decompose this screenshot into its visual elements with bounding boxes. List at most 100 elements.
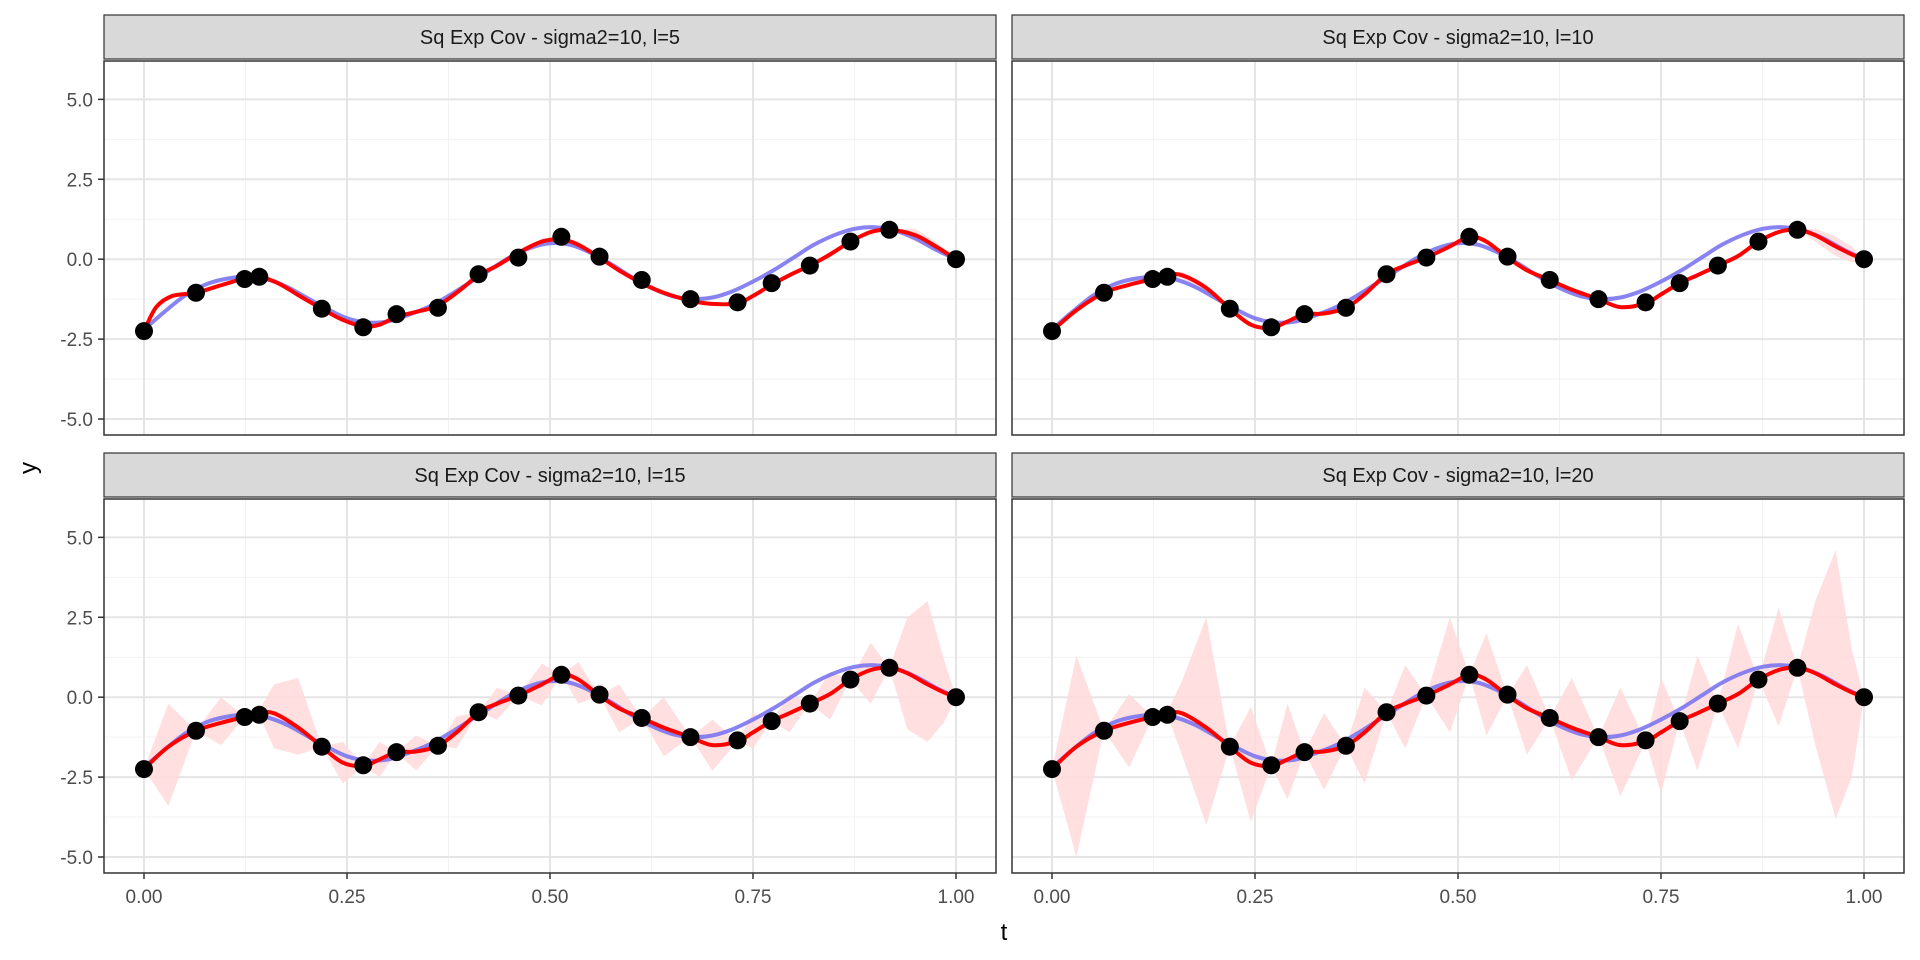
observation-point — [1336, 298, 1355, 317]
facet-strip — [1011, 452, 1905, 498]
observation-point — [947, 250, 965, 269]
observation-point — [387, 305, 406, 324]
observation-point — [632, 708, 651, 727]
observation-point — [135, 322, 153, 341]
observation-point — [1262, 756, 1281, 775]
observation-point — [186, 283, 205, 302]
observation-point — [1708, 694, 1727, 713]
panel-1: Sq Exp Cov - sigma2=10, l=5 -5.0 -2.5 0.0 2.… — [60, 14, 997, 436]
observation-point — [1855, 250, 1873, 269]
x-tick-label: 0.00 — [1034, 887, 1071, 908]
panel-4: Sq Exp Cov - sigma2=10, l=20 0.00 0.25 0.50… — [1011, 452, 1905, 908]
observation-point — [1417, 248, 1436, 267]
observation-point — [800, 694, 819, 713]
observation-point — [1855, 688, 1873, 707]
observation-point — [1295, 743, 1314, 762]
observation-point — [1708, 256, 1727, 275]
observation-point — [1158, 705, 1177, 724]
observation-point — [552, 227, 571, 246]
observation-point — [841, 232, 860, 251]
facet-title: Sq Exp Cov - sigma2=10, l=20 — [1322, 465, 1593, 487]
observation-point — [469, 265, 488, 284]
observation-point — [428, 298, 447, 317]
x-axis-title: t — [1001, 919, 1008, 946]
observation-point — [428, 736, 447, 755]
observation-point — [250, 705, 269, 724]
panel-border — [1011, 60, 1905, 436]
observation-point — [250, 267, 269, 286]
facet-title: Sq Exp Cov - sigma2=10, l=5 — [420, 27, 680, 49]
x-tick-label: 0.75 — [735, 887, 772, 908]
observation-point — [762, 274, 781, 293]
observation-point — [1094, 283, 1113, 302]
observation-point — [1295, 305, 1314, 324]
observation-point — [880, 220, 899, 239]
y-tick-label: 0.0 — [67, 250, 93, 271]
observation-point — [1094, 721, 1113, 740]
observation-point — [1670, 274, 1689, 293]
observation-point — [1589, 728, 1608, 747]
x-tick-label: 0.75 — [1643, 887, 1680, 908]
observation-point — [1749, 232, 1768, 251]
y-tick-label: -5.0 — [60, 848, 93, 869]
observation-point — [681, 728, 700, 747]
facet-title: Sq Exp Cov - sigma2=10, l=10 — [1322, 27, 1593, 49]
observation-point — [1788, 220, 1807, 239]
observation-point — [1670, 712, 1689, 731]
panel-border — [103, 60, 997, 436]
y-tick-label: 2.5 — [67, 170, 93, 191]
x-tick-label: 1.00 — [1846, 887, 1883, 908]
observation-point — [590, 247, 609, 266]
observation-point — [632, 270, 651, 289]
x-tick-label: 0.50 — [532, 887, 569, 908]
uncertainty-band — [1052, 550, 1864, 857]
observation-point — [1540, 270, 1559, 289]
observation-point — [728, 293, 747, 312]
observation-point — [1589, 290, 1608, 309]
observation-point — [1417, 686, 1436, 705]
panel-2: Sq Exp Cov - sigma2=10, l=10 — [1011, 14, 1905, 436]
observation-point — [1498, 247, 1517, 266]
observation-point — [947, 688, 965, 707]
observation-point — [762, 712, 781, 731]
facet-title: Sq Exp Cov - sigma2=10, l=15 — [414, 465, 685, 487]
observation-point — [1749, 670, 1768, 689]
observation-point — [1636, 293, 1655, 312]
observation-point — [1158, 267, 1177, 286]
observation-point — [1262, 318, 1281, 337]
observation-point — [1043, 760, 1061, 779]
observation-point — [186, 721, 205, 740]
y-tick-label: -2.5 — [60, 768, 93, 789]
y-tick-label: 0.0 — [67, 688, 93, 709]
facet-strip — [1011, 14, 1905, 60]
observation-point — [235, 270, 254, 289]
x-tick-label: 0.00 — [126, 887, 163, 908]
observation-point — [354, 756, 373, 775]
observation-point — [1377, 265, 1396, 284]
observation-point — [1377, 703, 1396, 722]
observation-point — [590, 685, 609, 704]
facet-strip — [103, 452, 997, 498]
y-tick-label: -2.5 — [60, 330, 93, 351]
observation-point — [1540, 708, 1559, 727]
panel-3: Sq Exp Cov - sigma2=10, l=15 -5.0 -2.5 0.0 2… — [60, 452, 997, 908]
x-tick-label: 0.25 — [1237, 887, 1274, 908]
observation-point — [841, 670, 860, 689]
observation-point — [387, 743, 406, 762]
facet-strip — [103, 14, 997, 60]
observation-point — [1460, 227, 1479, 246]
observation-point — [354, 318, 373, 337]
observation-point — [1220, 299, 1239, 318]
observation-point — [135, 760, 153, 779]
observation-point — [1460, 665, 1479, 684]
observation-point — [1143, 708, 1162, 727]
observation-point — [312, 299, 331, 318]
observation-point — [1788, 658, 1807, 677]
y-tick-label: 5.0 — [67, 90, 93, 111]
observation-point — [800, 256, 819, 275]
observation-point — [1220, 737, 1239, 756]
observation-point — [552, 665, 571, 684]
observation-point — [1043, 322, 1061, 341]
observation-point — [509, 686, 528, 705]
